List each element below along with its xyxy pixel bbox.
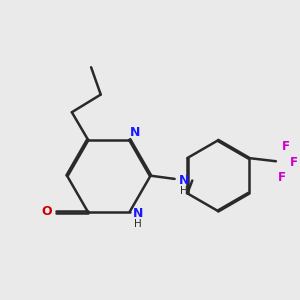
- Text: N: N: [130, 126, 141, 139]
- Text: N: N: [133, 207, 143, 220]
- Text: O: O: [41, 206, 52, 218]
- Text: F: F: [282, 140, 290, 153]
- Text: F: F: [290, 156, 298, 169]
- Text: N: N: [178, 174, 189, 187]
- Text: H: H: [180, 186, 188, 196]
- Text: H: H: [134, 219, 142, 229]
- Text: F: F: [278, 171, 286, 184]
